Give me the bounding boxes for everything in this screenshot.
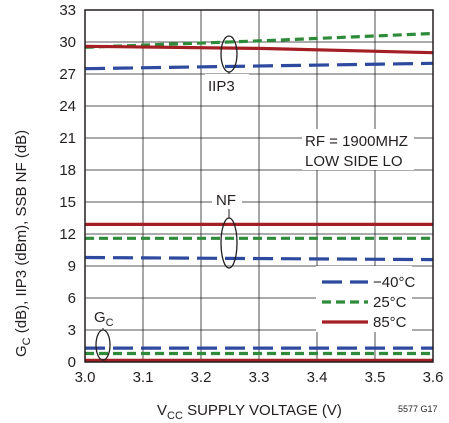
x-tick-label: 3.5 [365, 369, 386, 386]
figure-id: 5577 G17 [398, 404, 438, 414]
gc-label: GC [94, 309, 114, 329]
annotation-shapes [95, 35, 238, 361]
y-tick-label: 9 [68, 258, 76, 275]
x-tick-label: 3.6 [423, 369, 444, 386]
y-tick-label: 27 [59, 66, 76, 83]
series-line [84, 31, 434, 49]
series-line [84, 255, 434, 262]
y-tick-label: 15 [59, 194, 76, 211]
y-tick-label: 18 [59, 162, 76, 179]
gc-label-bg [90, 306, 122, 328]
condition-line-2: LOW SIDE LO [305, 153, 403, 170]
series-line [84, 61, 434, 71]
y-tick-label: 0 [68, 354, 76, 371]
y-tick-label: 12 [59, 226, 76, 243]
gc-ellipse [95, 329, 111, 361]
series-line [84, 44, 434, 55]
y-axis-label: GC (dB), IIP3 (dBm), SSB NF (dB) [13, 130, 33, 357]
condition-line-1: RF = 1900MHZ [305, 133, 408, 150]
plot-frame [84, 9, 434, 363]
series-layer [84, 31, 434, 362]
y-tick-label: 3 [68, 322, 76, 339]
nf-label-bg [212, 189, 242, 209]
tick-labels: 3.0 3.1 3.2 3.3 3.4 3.5 3.6 0 3 6 9 12 15 18 21 24 27 30 3… [59, 2, 443, 386]
y-tick-label: 6 [68, 290, 76, 307]
grid [85, 10, 433, 362]
legend-label: −40°C [373, 274, 415, 291]
x-tick-label: 3.2 [191, 369, 212, 386]
y-tick-label: 33 [59, 2, 76, 19]
x-axis-label: VCC SUPPLY VOLTAGE (V) [157, 402, 342, 422]
iip3-label-bg [205, 74, 249, 94]
y-tick-label: 24 [59, 98, 76, 115]
x-tick-label: 3.4 [307, 369, 328, 386]
x-tick-label: 3.0 [75, 369, 96, 386]
legend: −40°C 25°C 85°C [316, 266, 415, 332]
x-tick-label: 3.3 [249, 369, 270, 386]
iip3-label: IIP3 [208, 78, 235, 95]
y-tick-label: 21 [59, 130, 76, 147]
nf-label: NF [216, 192, 236, 209]
legend-label: 85°C [373, 314, 407, 331]
legend-label: 25°C [373, 294, 407, 311]
y-tick-label: 30 [59, 34, 76, 51]
x-tick-label: 3.1 [133, 369, 154, 386]
condition-bg [302, 129, 414, 170]
